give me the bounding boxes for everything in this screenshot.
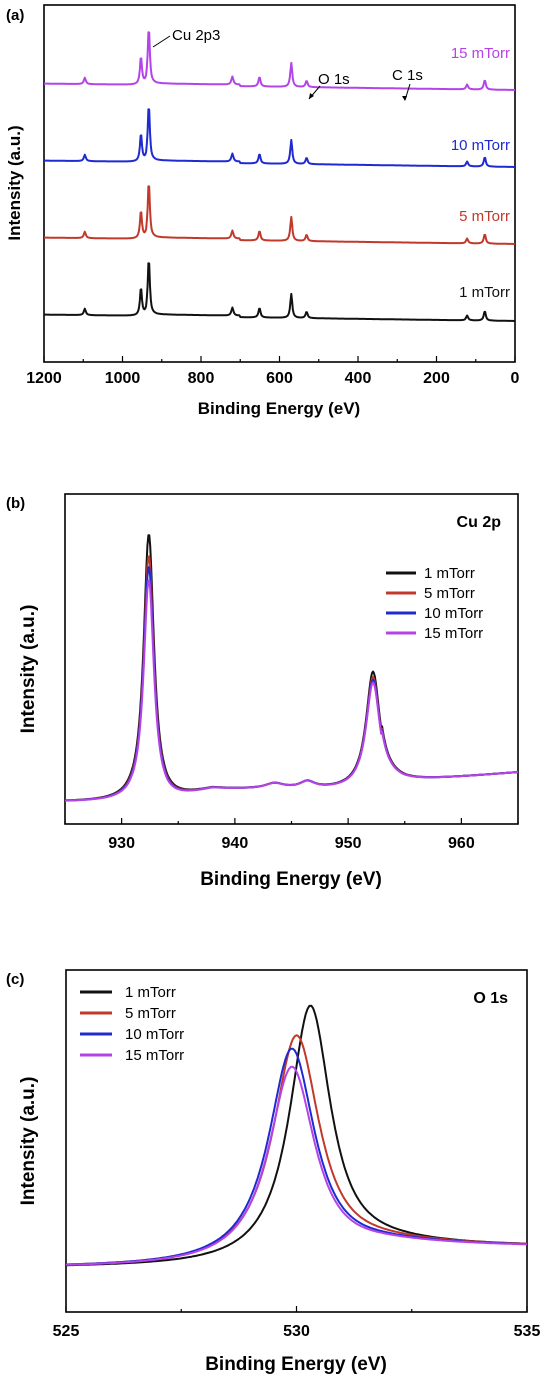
b-xlabel: Binding Energy (eV): [200, 869, 382, 890]
b-ylabel: Intensity (a.u.): [18, 605, 39, 734]
panel-c-xtick-labels: 525 530 535: [53, 1323, 541, 1340]
panel-c-xticks: [65, 1306, 528, 1312]
a-annotation-o1s: O 1s: [318, 71, 350, 88]
b-legend-label-1: 1 mTorr: [424, 565, 475, 582]
c-xtick-label-2: 535: [514, 1323, 541, 1340]
b-xtick-label-3: 960: [448, 835, 475, 852]
panel-c: (c) 525 530 535 Binding Energy (eV) Inte…: [6, 969, 541, 1375]
c-xtick-label-0: 525: [53, 1323, 80, 1340]
b-xtick-label-0: 930: [108, 835, 135, 852]
a-xtick-label-4: 400: [345, 370, 372, 387]
a-series-line-5-mtorr: [43, 185, 516, 245]
panel-a-xtick-labels: 1200 1000 800 600 400 200 0: [26, 370, 519, 387]
panel-b-curves: [64, 534, 519, 802]
a-xtick-label-6: 0: [511, 370, 520, 387]
panel-b-label: (b): [6, 495, 25, 512]
panel-a: (a) 1200 1000 800 600 400 200 0 Binding …: [5, 4, 520, 418]
c-legend-label-1: 1 mTorr: [125, 984, 176, 1001]
a-label-10: 10 mTorr: [451, 137, 510, 154]
panel-a-label: (a): [6, 7, 24, 24]
b-title: Cu 2p: [457, 514, 502, 531]
a-xtick-label-3: 600: [266, 370, 293, 387]
panel-a-series-labels: 15 mTorr 10 mTorr 5 mTorr 1 mTorr: [451, 45, 510, 301]
a-xtick-label-0: 1200: [26, 370, 62, 387]
a-label-1: 1 mTorr: [459, 284, 510, 301]
c-legend-label-15: 15 mTorr: [125, 1047, 184, 1064]
panel-c-curves: [65, 1004, 528, 1267]
a-xtick-label-1: 1000: [105, 370, 141, 387]
a-xtick-label-5: 200: [423, 370, 450, 387]
c-ylabel: Intensity (a.u.): [18, 1077, 39, 1206]
panel-a-xticks: [43, 356, 516, 362]
c-legend-label-10: 10 mTorr: [125, 1026, 184, 1043]
c-xtick-label-1: 530: [283, 1323, 310, 1340]
c-title: O 1s: [473, 990, 508, 1007]
b-legend-label-10: 10 mTorr: [424, 605, 483, 622]
panel-c-legend: 1 mTorr 5 mTorr 10 mTorr 15 mTorr: [80, 984, 184, 1064]
panel-b-legend: 1 mTorr 5 mTorr 10 mTorr 15 mTorr: [386, 565, 483, 642]
b-legend-label-5: 5 mTorr: [424, 585, 475, 602]
b-xtick-label-2: 950: [335, 835, 362, 852]
a-ylabel: Intensity (a.u.): [5, 125, 24, 240]
a-xlabel: Binding Energy (eV): [198, 399, 360, 418]
c-series-line-15-mtorr: [66, 1065, 528, 1266]
a-series-line-1-mtorr: [43, 262, 516, 322]
panel-b-xticks: [64, 818, 519, 824]
a-annotation-c1s-arrowhead: [402, 96, 407, 101]
a-annotation-cu2p3: Cu 2p3: [172, 27, 220, 44]
c-xlabel: Binding Energy (eV): [205, 1354, 387, 1375]
a-series-line-15-mtorr: [43, 31, 516, 91]
b-xtick-label-1: 940: [222, 835, 249, 852]
panel-a-annotations: Cu 2p3 O 1s C 1s: [152, 27, 423, 101]
a-annotation-o1s-arrowhead: [309, 93, 314, 99]
c-series-line-10-mtorr: [65, 1047, 527, 1266]
panel-b-xtick-labels: 930 940 950 960: [108, 835, 475, 852]
c-legend-label-5: 5 mTorr: [125, 1005, 176, 1022]
c-series-line-1-mtorr: [66, 1004, 528, 1267]
a-series-line-10-mtorr: [43, 108, 516, 168]
a-annotation-cu2p3-pointer: [152, 35, 171, 48]
b-legend-label-15: 15 mTorr: [424, 625, 483, 642]
panel-b: (b) 930 940 950 960 Binding Energy (eV) …: [6, 493, 519, 890]
panel-a-frame: [43, 4, 516, 363]
b-series-line-15-mtorr: [64, 579, 519, 802]
a-annotation-c1s: C 1s: [392, 67, 423, 84]
a-label-15: 15 mTorr: [451, 45, 510, 62]
panel-a-curves: [43, 31, 516, 322]
a-xtick-label-2: 800: [188, 370, 215, 387]
panel-c-label: (c): [6, 971, 24, 988]
a-label-5: 5 mTorr: [459, 208, 510, 225]
